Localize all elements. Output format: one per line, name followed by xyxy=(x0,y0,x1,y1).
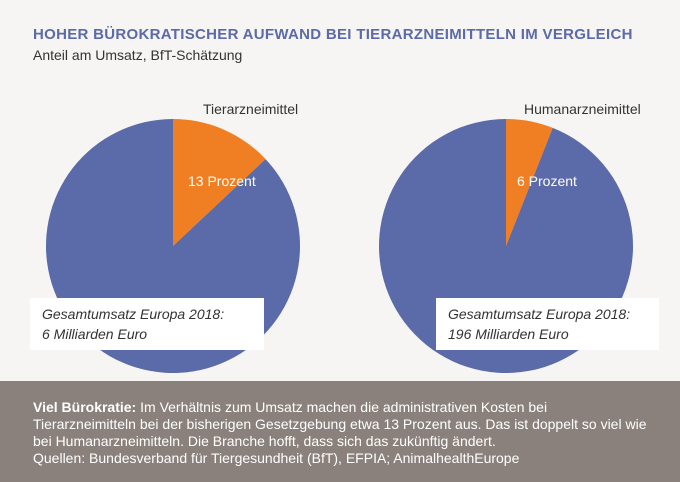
pie-slice-share xyxy=(506,119,553,246)
total-line1: Gesamtumsatz Europa 2018: xyxy=(448,306,631,322)
caption-panel: Viel Bürokratie: Im Verhältnis zum Umsat… xyxy=(0,381,680,482)
total-box-humanarzneimittel: Gesamtumsatz Europa 2018: 196 Milliarden… xyxy=(436,298,659,350)
chart-subtitle: Anteil am Umsatz, BfT-Schätzung xyxy=(33,47,243,63)
slice-label-tierarzneimittel: 13 Prozent xyxy=(188,173,256,189)
pie-label-humanarzneimittel: Humanarzneimittel xyxy=(524,101,641,117)
chart-title: HOHER BÜROKRATISCHER AUFWAND BEI TIERARZ… xyxy=(33,26,633,43)
total-box-tierarzneimittel: Gesamtumsatz Europa 2018: 6 Milliarden E… xyxy=(30,298,264,350)
total-line1: Gesamtumsatz Europa 2018: xyxy=(42,306,225,322)
total-line2: 6 Milliarden Euro xyxy=(42,326,148,342)
caption-lead: Viel Bürokratie: xyxy=(33,399,137,415)
caption-sources: Quellen: Bundesverband für Tiergesundhei… xyxy=(33,450,520,466)
slice-label-humanarzneimittel: 6 Prozent xyxy=(517,173,577,189)
pie-slice-share xyxy=(173,119,266,246)
pie-label-tierarzneimittel: Tierarzneimittel xyxy=(203,101,299,117)
caption-text: Viel Bürokratie: Im Verhältnis zum Umsat… xyxy=(33,399,650,450)
caption-body: Im Verhältnis zum Umsatz machen die admi… xyxy=(33,399,647,449)
total-line2: 196 Milliarden Euro xyxy=(448,326,569,342)
